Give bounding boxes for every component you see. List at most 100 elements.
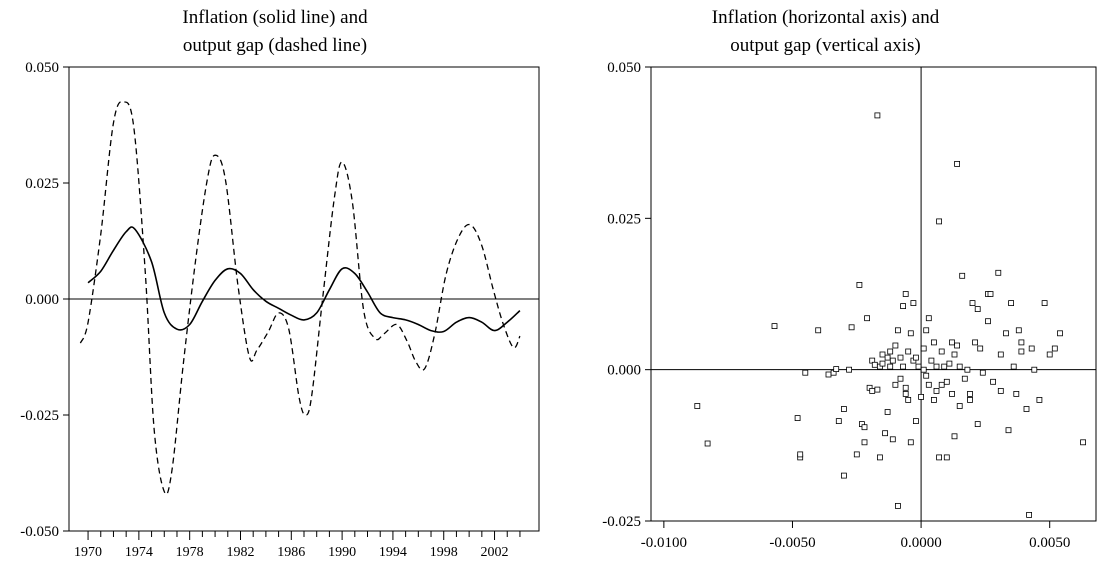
scatter-point xyxy=(923,372,930,379)
scatter-point xyxy=(1026,512,1033,518)
scatter-point xyxy=(941,363,948,370)
scatter-point xyxy=(861,424,868,431)
scatter-point xyxy=(949,390,955,397)
scatter-point xyxy=(815,327,822,334)
scatter-point xyxy=(874,112,881,119)
scatter-point xyxy=(846,366,853,373)
scatter-point xyxy=(997,387,1004,394)
scatter-point xyxy=(802,369,809,376)
scatter-point xyxy=(833,366,840,373)
scatter-point xyxy=(925,315,932,322)
scatter-point xyxy=(1023,406,1030,412)
scatter-point xyxy=(943,378,950,385)
scatter-point xyxy=(936,218,943,225)
x-tick-label: 1998 xyxy=(430,545,458,560)
y-tick-label: 0.000 xyxy=(25,292,59,308)
y-tick-label: -0.050 xyxy=(20,524,59,540)
scatter-point xyxy=(985,318,991,325)
scatter-point xyxy=(794,415,801,422)
scatter-point xyxy=(876,454,883,461)
scatter-point xyxy=(907,439,914,446)
scatter-point xyxy=(848,324,855,331)
x-tick-label: 1970 xyxy=(74,545,102,560)
scatter-point xyxy=(951,351,958,358)
x-tick-label: 1978 xyxy=(176,545,204,560)
scatter-point xyxy=(1041,300,1048,307)
scatter-point xyxy=(840,472,847,479)
scatter-point xyxy=(959,272,966,279)
scatter-point xyxy=(797,451,804,458)
scatter-point xyxy=(884,354,891,361)
scatter-point xyxy=(990,378,997,385)
x-tick-label: 1994 xyxy=(379,545,407,560)
plot-frame xyxy=(650,66,1097,522)
scatter-point xyxy=(840,406,847,412)
scatter-point xyxy=(956,363,963,370)
scatter-point xyxy=(1005,427,1012,434)
scatter-point xyxy=(871,361,878,368)
scatter-point xyxy=(997,351,1004,358)
scatter-point xyxy=(897,354,904,361)
x-tick-label: 1974 xyxy=(125,545,153,560)
scatter-point xyxy=(900,303,907,310)
scatter-point xyxy=(879,360,886,367)
x-tick-label: -0.0050 xyxy=(769,535,815,551)
scatter-point xyxy=(902,291,909,297)
scatter-point xyxy=(704,440,711,447)
right-scatter-chart: -0.025 0.000 0.025 0.050 -0.0100 -0.0050 0.000… xyxy=(602,60,1097,551)
scatter-point xyxy=(905,396,912,403)
scatter-point xyxy=(1013,390,1020,397)
scatter-point xyxy=(905,348,912,355)
output-gap-series-line xyxy=(79,100,521,495)
x-tick-label: 1990 xyxy=(328,545,356,560)
scatter-point xyxy=(920,366,927,373)
y-tick-label: 0.050 xyxy=(607,60,641,76)
scatter-point xyxy=(1031,366,1038,373)
scatter-point xyxy=(933,387,940,394)
y-tick-label: -0.025 xyxy=(20,408,59,424)
y-tick-label: 0.050 xyxy=(25,60,59,76)
scatter-point xyxy=(1018,339,1025,346)
scatter-point xyxy=(938,348,945,355)
scatter-point xyxy=(869,387,876,394)
scatter-point xyxy=(889,357,896,364)
scatter-point xyxy=(954,160,961,167)
scatter-point xyxy=(956,403,963,409)
scatter-point xyxy=(864,315,871,322)
left-chart-title-line1: Inflation (solid line) and xyxy=(182,7,368,28)
scatter-point xyxy=(894,502,901,509)
scatter-point xyxy=(892,381,899,388)
x-tick-label: 0.0000 xyxy=(900,535,941,551)
left-chart-panel: Inflation (solid line) and output gap (d… xyxy=(0,0,550,567)
scatter-point xyxy=(930,396,937,403)
scatter-point xyxy=(825,371,832,378)
scatter-point xyxy=(954,342,961,349)
scatter-point xyxy=(915,363,922,370)
scatter-point xyxy=(938,381,945,388)
scatter-point xyxy=(897,375,904,382)
right-chart-title-line2: output gap (vertical axis) xyxy=(730,35,921,56)
scatter-point xyxy=(900,363,907,370)
x-tick-label: 1982 xyxy=(226,545,254,560)
scatter-point xyxy=(910,300,917,307)
scatter-point xyxy=(887,363,894,370)
x-tick-label: 0.0050 xyxy=(1029,535,1070,551)
scatter-point xyxy=(967,390,973,397)
right-chart-panel: Inflation (horizontal axis) and output g… xyxy=(550,0,1101,567)
scatter-point xyxy=(920,345,927,352)
x-tick-label: -0.0100 xyxy=(641,535,687,551)
scatter-point xyxy=(835,418,842,425)
scatter-point xyxy=(967,396,973,403)
scatter-point xyxy=(1057,330,1063,337)
x-tick-label: 1986 xyxy=(277,545,305,560)
scatter-point xyxy=(1008,300,1015,307)
scatter-point xyxy=(771,323,778,330)
scatter-point xyxy=(912,418,919,425)
scatter-point xyxy=(1051,345,1058,352)
scatter-point xyxy=(1018,348,1025,355)
scatter-point xyxy=(964,366,971,373)
scatter-point xyxy=(949,339,955,346)
scatter-point xyxy=(951,433,958,440)
scatter-point xyxy=(925,381,932,388)
scatter-point xyxy=(889,436,896,443)
